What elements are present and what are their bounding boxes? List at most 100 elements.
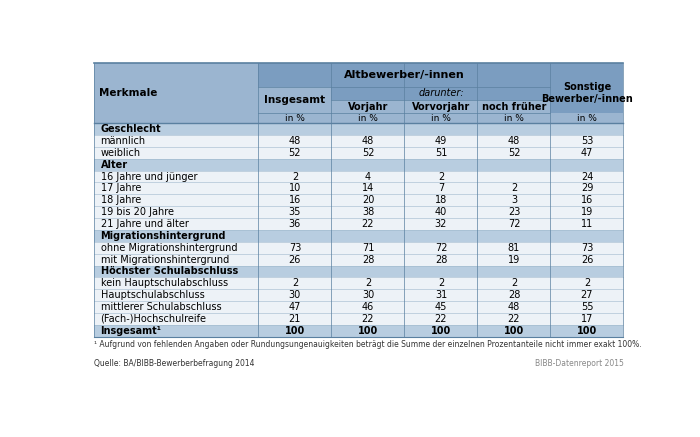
Bar	[477, 100, 550, 113]
Bar	[94, 135, 624, 147]
Text: in %: in %	[285, 114, 305, 122]
Text: 100: 100	[285, 326, 305, 336]
Text: 26: 26	[581, 255, 593, 265]
Text: 2: 2	[438, 278, 444, 288]
Text: 3: 3	[511, 195, 517, 205]
Text: Vorvorjahr: Vorvorjahr	[412, 102, 470, 111]
Bar	[331, 113, 405, 123]
Bar	[94, 159, 624, 170]
Text: 24: 24	[581, 171, 593, 181]
Text: Migrationshintergrund: Migrationshintergrund	[101, 231, 226, 241]
Bar	[94, 254, 624, 266]
Text: 17 Jahre: 17 Jahre	[101, 184, 141, 194]
Bar	[94, 242, 624, 254]
Text: 47: 47	[581, 148, 593, 158]
Bar	[94, 325, 624, 337]
Text: 100: 100	[358, 326, 378, 336]
Text: in %: in %	[577, 114, 597, 122]
Text: 48: 48	[508, 136, 520, 146]
Text: 38: 38	[362, 207, 374, 217]
Text: kein Hauptschulabschluss: kein Hauptschulabschluss	[101, 278, 228, 288]
Bar	[94, 289, 624, 301]
Text: 16: 16	[289, 195, 301, 205]
Text: (Fach-)Hochschulreife: (Fach-)Hochschulreife	[101, 314, 206, 324]
Text: 19: 19	[581, 207, 593, 217]
Text: Sonstige
Bewerber/-innen: Sonstige Bewerber/-innen	[541, 82, 633, 104]
Text: 45: 45	[435, 302, 447, 312]
Text: 2: 2	[511, 278, 517, 288]
Text: 32: 32	[435, 219, 447, 229]
Bar	[94, 170, 624, 183]
Bar	[258, 62, 550, 87]
Text: 55: 55	[581, 302, 593, 312]
Text: 27: 27	[581, 290, 593, 300]
Text: 100: 100	[430, 326, 451, 336]
Text: 100: 100	[577, 326, 597, 336]
Text: 11: 11	[581, 219, 593, 229]
Text: 51: 51	[435, 148, 447, 158]
Text: 4: 4	[365, 171, 371, 181]
Text: 10: 10	[289, 184, 301, 194]
Text: 48: 48	[362, 136, 374, 146]
Text: 52: 52	[508, 148, 520, 158]
Bar	[477, 113, 550, 123]
Text: 28: 28	[435, 255, 447, 265]
Bar	[94, 277, 624, 289]
Text: weiblich: weiblich	[101, 148, 141, 158]
Text: 7: 7	[438, 184, 444, 194]
Text: 28: 28	[362, 255, 374, 265]
Text: 2: 2	[511, 184, 517, 194]
Text: 52: 52	[288, 148, 301, 158]
Bar	[94, 301, 624, 313]
Text: 71: 71	[362, 243, 374, 253]
Bar	[405, 100, 477, 113]
Text: Alter: Alter	[101, 160, 127, 170]
Bar	[550, 62, 624, 123]
Text: männlich: männlich	[101, 136, 146, 146]
Text: 72: 72	[435, 243, 447, 253]
Bar	[331, 100, 405, 113]
Text: 81: 81	[508, 243, 520, 253]
Text: 26: 26	[288, 255, 301, 265]
Text: 22: 22	[435, 314, 447, 324]
Text: 2: 2	[584, 278, 590, 288]
Text: 48: 48	[508, 302, 520, 312]
Text: 20: 20	[362, 195, 374, 205]
Text: 2: 2	[365, 278, 371, 288]
Text: 22: 22	[362, 219, 375, 229]
Text: 23: 23	[508, 207, 520, 217]
Text: 31: 31	[435, 290, 447, 300]
Text: in %: in %	[504, 114, 524, 122]
Text: mittlerer Schulabschluss: mittlerer Schulabschluss	[101, 302, 221, 312]
Text: 35: 35	[288, 207, 301, 217]
Bar	[94, 147, 624, 159]
Text: 72: 72	[508, 219, 520, 229]
Text: 29: 29	[581, 184, 593, 194]
Text: 52: 52	[362, 148, 375, 158]
Text: Altbewerber/-innen: Altbewerber/-innen	[344, 69, 465, 80]
Text: 21: 21	[288, 314, 301, 324]
Text: BIBB-Datenreport 2015: BIBB-Datenreport 2015	[535, 359, 624, 368]
Text: 28: 28	[508, 290, 520, 300]
Text: 46: 46	[362, 302, 374, 312]
Text: 49: 49	[435, 136, 447, 146]
Bar	[258, 113, 331, 123]
Text: 18: 18	[435, 195, 447, 205]
Bar	[405, 113, 477, 123]
Text: in %: in %	[431, 114, 451, 122]
Text: Höchster Schulabschluss: Höchster Schulabschluss	[101, 267, 238, 277]
Text: 22: 22	[362, 314, 375, 324]
Text: 30: 30	[362, 290, 374, 300]
Text: 100: 100	[504, 326, 524, 336]
Text: 16: 16	[581, 195, 593, 205]
Text: 73: 73	[288, 243, 301, 253]
Text: 36: 36	[289, 219, 301, 229]
Text: 2: 2	[438, 171, 444, 181]
Text: Vorjahr: Vorjahr	[348, 102, 388, 111]
Text: in %: in %	[358, 114, 378, 122]
Text: mit Migrationshintergrund: mit Migrationshintergrund	[101, 255, 229, 265]
Text: 40: 40	[435, 207, 447, 217]
Text: 16 Jahre und jünger: 16 Jahre und jünger	[101, 171, 197, 181]
Text: 18 Jahre: 18 Jahre	[101, 195, 141, 205]
Text: 30: 30	[289, 290, 301, 300]
